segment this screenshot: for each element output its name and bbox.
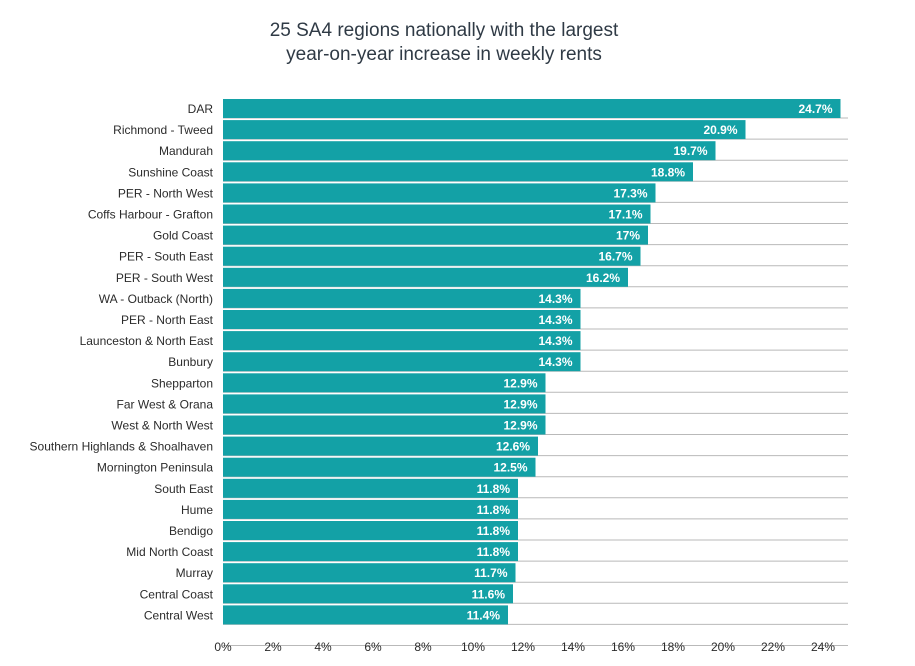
bar-17 xyxy=(223,436,538,456)
bar-24 xyxy=(223,584,513,604)
data-label-18: 12.5% xyxy=(493,461,527,475)
category-label-20: Hume xyxy=(181,503,213,517)
bar-9 xyxy=(223,267,628,287)
bar-22 xyxy=(223,542,518,562)
chart-title-line-1: 25 SA4 regions nationally with the large… xyxy=(270,20,619,41)
category-label-10: WA - Outback (North) xyxy=(99,292,213,306)
x-tick-label: 4% xyxy=(314,640,332,654)
bar-2 xyxy=(223,120,746,140)
bar-21 xyxy=(223,521,518,540)
category-label-13: Bunbury xyxy=(168,355,213,369)
bar-12 xyxy=(223,331,581,351)
data-label-13: 14.3% xyxy=(538,355,572,369)
bars: 24.7% 20.9% 19.7% 18.8% 17.3% 17.1% 17% 16.7% 16… xyxy=(223,99,841,625)
bar-7 xyxy=(223,225,648,245)
chart-title: 25 SA4 regions nationally with the large… xyxy=(270,20,619,65)
category-label-3: Mandurah xyxy=(159,144,213,158)
data-label-12: 14.3% xyxy=(538,334,572,348)
bar-10 xyxy=(223,288,581,308)
category-label-19: South East xyxy=(154,482,213,496)
category-label-4: Sunshine Coast xyxy=(128,165,213,179)
data-label-22: 11.8% xyxy=(477,545,511,559)
data-label-14: 12.9% xyxy=(503,376,537,390)
x-tick-label: 0% xyxy=(214,640,232,654)
data-label-9: 16.2% xyxy=(586,271,620,285)
data-label-5: 17.3% xyxy=(613,186,647,200)
data-label-6: 17.1% xyxy=(608,208,642,222)
data-label-11: 14.3% xyxy=(538,313,572,327)
bar-4 xyxy=(223,162,693,182)
bar-23 xyxy=(223,563,516,583)
x-tick-label: 18% xyxy=(661,640,685,654)
x-tick-label: 2% xyxy=(264,640,282,654)
bar-5 xyxy=(223,183,656,203)
bar-13 xyxy=(223,352,581,372)
bar-19 xyxy=(223,478,518,498)
bar-1 xyxy=(223,99,841,118)
data-label-2: 20.9% xyxy=(703,123,737,137)
data-label-4: 18.8% xyxy=(651,165,685,179)
bar-3 xyxy=(223,141,716,161)
x-tick-label: 6% xyxy=(364,640,382,654)
data-label-25: 11.4% xyxy=(467,608,501,622)
bar-18 xyxy=(223,457,536,477)
category-label-14: Shepparton xyxy=(151,376,213,390)
x-tick-label: 14% xyxy=(561,640,585,654)
data-label-20: 11.8% xyxy=(477,503,511,517)
x-tick-label: 8% xyxy=(414,640,432,654)
x-axis-ticks: 0% 2% 4% 6% 8% 10% 12% 14% 16% 18% 20% 22% 24% xyxy=(214,640,835,654)
category-label-18: Mornington Peninsula xyxy=(97,461,213,475)
category-labels: DAR Richmond - Tweed Mandurah Sunshine Coas… xyxy=(30,102,214,622)
category-label-5: PER - North West xyxy=(118,186,214,200)
x-tick-label: 24% xyxy=(811,640,835,654)
bar-20 xyxy=(223,499,518,519)
data-label-24: 11.6% xyxy=(472,587,506,601)
x-tick-label: 10% xyxy=(461,640,485,654)
data-label-8: 16.7% xyxy=(598,250,632,264)
category-label-8: PER - South East xyxy=(119,250,214,264)
bar-14 xyxy=(223,373,546,393)
x-tick-label: 22% xyxy=(761,640,785,654)
category-label-22: Mid North Coast xyxy=(126,545,213,559)
x-tick-label: 12% xyxy=(511,640,535,654)
data-label-23: 11.7% xyxy=(474,566,508,580)
category-label-12: Launceston & North East xyxy=(80,334,214,348)
category-label-15: Far West & Orana xyxy=(117,397,214,411)
bar-15 xyxy=(223,394,546,414)
category-label-25: Central West xyxy=(144,608,214,622)
category-label-2: Richmond - Tweed xyxy=(113,123,213,137)
data-label-17: 12.6% xyxy=(496,440,530,454)
category-label-16: West & North West xyxy=(111,419,213,433)
bar-6 xyxy=(223,204,651,224)
category-label-7: Gold Coast xyxy=(153,229,214,243)
category-label-6: Coffs Harbour - Grafton xyxy=(88,208,213,222)
bar-8 xyxy=(223,246,641,266)
category-label-9: PER - South West xyxy=(116,271,214,285)
data-label-16: 12.9% xyxy=(503,419,537,433)
data-label-1: 24.7% xyxy=(798,102,832,116)
data-label-7: 17% xyxy=(616,229,640,243)
data-label-3: 19.7% xyxy=(673,144,707,158)
bar-16 xyxy=(223,415,546,435)
category-label-11: PER - North East xyxy=(121,313,214,327)
category-label-21: Bendigo xyxy=(169,524,213,538)
category-label-1: DAR xyxy=(188,102,214,116)
bar-11 xyxy=(223,310,581,329)
data-label-21: 11.8% xyxy=(477,524,511,538)
data-label-10: 14.3% xyxy=(538,292,572,306)
data-label-19: 11.8% xyxy=(477,482,511,496)
category-label-23: Murray xyxy=(176,566,213,580)
category-label-17: Southern Highlands & Shoalhaven xyxy=(30,440,213,454)
x-tick-label: 16% xyxy=(611,640,635,654)
chart-title-line-2: year-on-year increase in weekly rents xyxy=(286,44,602,65)
category-label-24: Central Coast xyxy=(140,587,214,601)
bar-25 xyxy=(223,605,508,625)
x-tick-label: 20% xyxy=(711,640,735,654)
data-label-15: 12.9% xyxy=(503,397,537,411)
